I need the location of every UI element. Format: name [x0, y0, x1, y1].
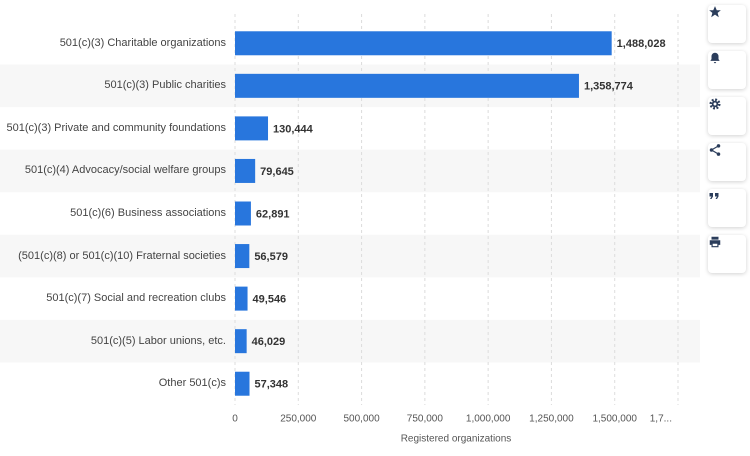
bar [235, 329, 247, 354]
y-tick-label: 501(c)(6) Business associations [0, 193, 226, 235]
x-axis-label: Registered organizations [401, 434, 512, 445]
value-label: 130,444 [273, 123, 314, 135]
bar [235, 244, 250, 269]
y-tick-label: 501(c)(3) Charitable organizations [0, 22, 226, 64]
cite-button[interactable] [708, 189, 746, 227]
bar [235, 371, 250, 396]
x-tick-label: 1,250,000 [529, 414, 574, 425]
y-tick-label: 501(c)(5) Labor unions, etc. [0, 320, 226, 362]
chart: Registered organizations 0 250,000 500,000… [0, 14, 700, 445]
value-label: 46,029 [252, 336, 286, 348]
value-label: 1,358,774 [584, 81, 634, 93]
y-tick-label: 501(c)(4) Advocacy/social welfare groups [0, 150, 226, 192]
x-tick-label: 0 [232, 414, 238, 425]
y-tick-label: 501(c)(3) Public charities [0, 65, 226, 107]
bar [235, 201, 251, 226]
category-text: 501(c)(7) Social and recreation clubs [46, 292, 226, 305]
category-text: 501(c)(6) Business associations [70, 207, 226, 219]
y-tick-label: 501(c)(3) Private and community foundati… [0, 107, 227, 149]
x-tick-label: 1,500,000 [592, 414, 637, 425]
y-tick-label: Other 501(c)s [0, 363, 226, 405]
x-tick-label: 500,000 [343, 414, 380, 425]
value-label: 79,645 [260, 166, 294, 178]
value-label: 49,546 [253, 294, 287, 306]
share-button[interactable] [708, 143, 746, 181]
value-label: 56,579 [254, 251, 288, 263]
bar [235, 116, 269, 141]
x-tick-label: 1,000,000 [466, 414, 511, 425]
value-label: 1,488,028 [617, 38, 666, 50]
category-text: 501(c)(3) Charitable organizations [59, 36, 226, 49]
value-label: 57,348 [255, 379, 289, 391]
x-tick-label: 250,000 [280, 414, 317, 425]
category-text: 501(c)(3) Private and community foundati… [6, 121, 227, 134]
notification-button[interactable] [708, 51, 746, 89]
y-tick-label: 501(c)(7) Social and recreation clubs [0, 278, 226, 320]
category-text: 501(c)(5) Labor unions, etc. [90, 334, 226, 347]
print-button[interactable] [708, 235, 746, 273]
row-band [0, 149, 700, 193]
x-tick-label: 750,000 [407, 414, 444, 425]
y-tick-label: (501(c)(8) or 501(c)(10) Fraternal socie… [0, 235, 226, 277]
settings-button[interactable] [708, 97, 746, 135]
bar [235, 158, 256, 183]
value-label: 62,891 [256, 208, 290, 220]
category-text: (501(c)(8) or 501(c)(10) Fraternal socie… [18, 249, 226, 262]
favorite-button[interactable] [708, 5, 746, 43]
category-text: Other 501(c)s [158, 377, 226, 390]
row-band [0, 319, 700, 363]
bar [235, 31, 612, 56]
bar [235, 73, 579, 98]
bar [235, 286, 248, 311]
category-text: 501(c)(3) Public charities [104, 79, 226, 92]
x-tick-label: 1,7... [650, 414, 672, 425]
category-text: 501(c)(4) Advocacy/social welfare groups [24, 164, 226, 177]
row-band [0, 234, 700, 278]
